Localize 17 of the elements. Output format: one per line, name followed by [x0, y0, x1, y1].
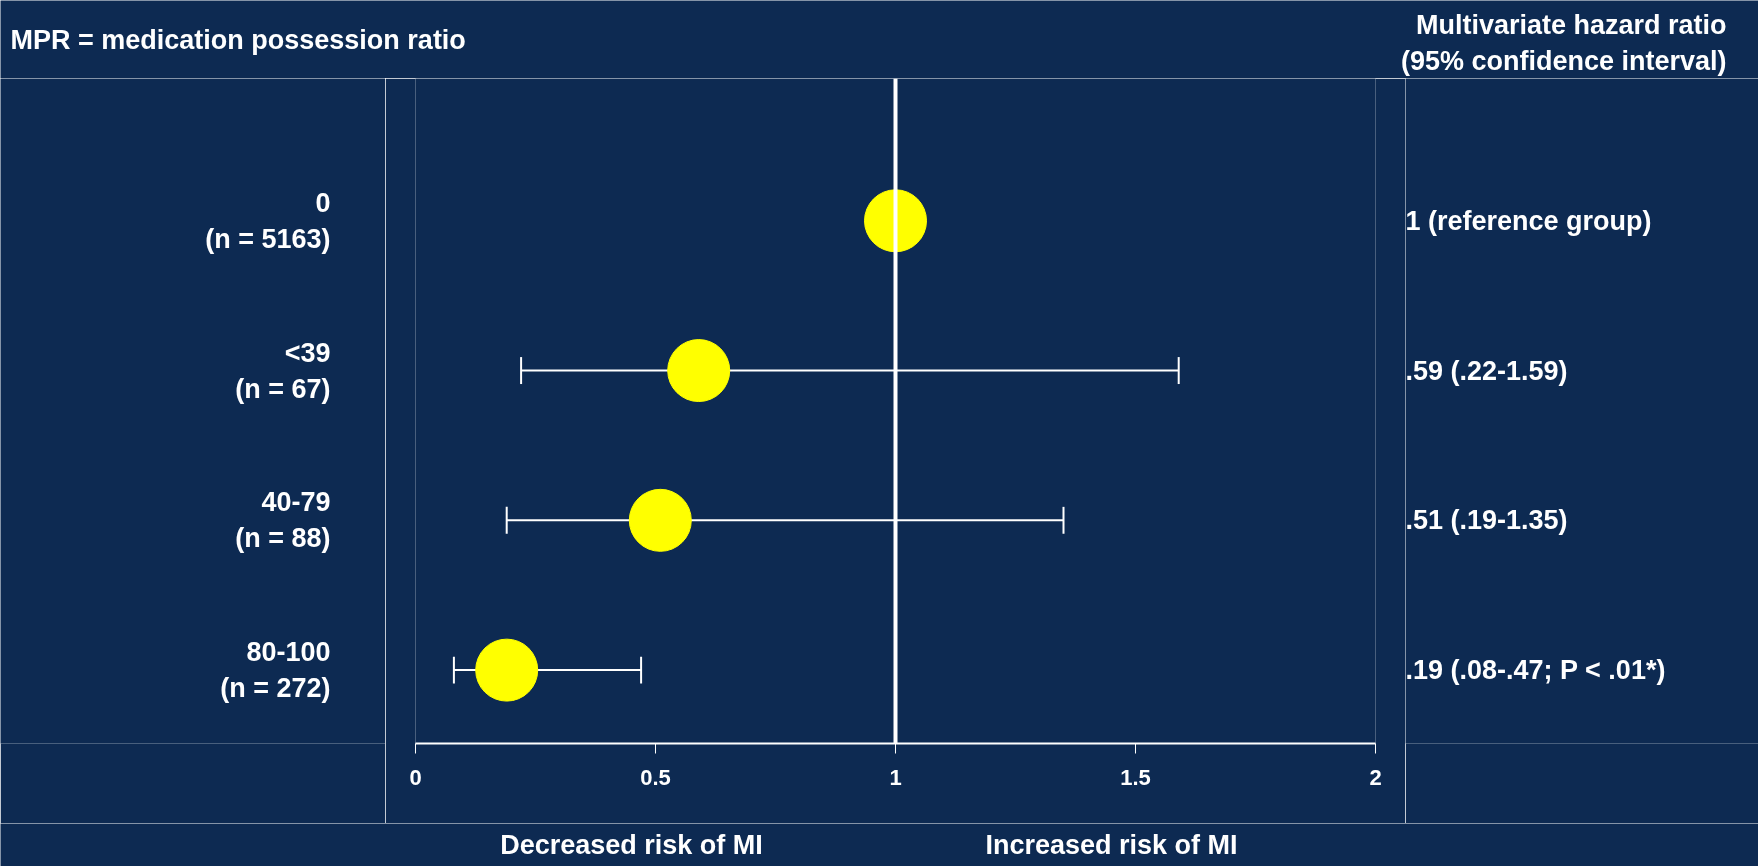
x-tick-label: 2	[1369, 764, 1382, 790]
text: .59 (.22-1.59)	[1405, 355, 1568, 386]
x-tick-label: 0.5	[640, 764, 671, 790]
text: Decreased risk of MI	[500, 830, 763, 860]
text: .19 (.08-.47; P < .01*)	[1405, 655, 1666, 686]
text: Increased risk of MI	[985, 830, 1238, 860]
y-tick-label: 40-79 (n = 88)	[235, 487, 331, 554]
x-tick-label: 0	[409, 764, 422, 790]
y-tick-label: <39 (n = 67)	[235, 337, 331, 404]
y-tick-label: 0 (n = 5163)	[205, 187, 331, 254]
text: .51 (.19-1.35)	[1405, 505, 1568, 536]
y-tick-label: 80-100 (n = 272)	[220, 637, 331, 704]
text: 1 (reference group)	[1405, 205, 1652, 236]
x-tick-label: 1	[889, 764, 902, 790]
text: MPR = medication possession ratio	[10, 24, 466, 55]
x-tick-label: 1.5	[1120, 764, 1151, 790]
text: Multivariate hazard ratio (95% confidence interval)	[1400, 10, 1727, 77]
